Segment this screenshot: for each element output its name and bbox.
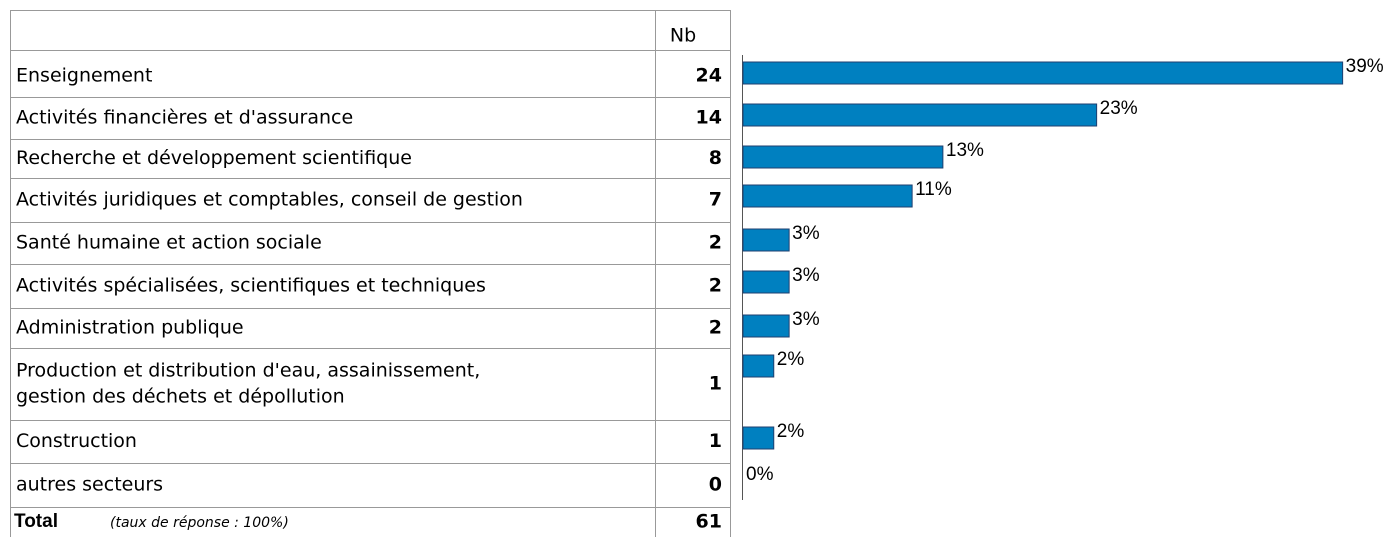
row-label: Recherche et développement scientifique: [16, 147, 412, 169]
bar-label: 2%: [777, 349, 805, 370]
row-count: 24: [696, 65, 722, 87]
row-label: Santé humaine et action sociale: [16, 232, 322, 254]
total-label: Total: [14, 511, 58, 532]
row-count: 14: [696, 107, 722, 129]
row-label: Enseignement: [16, 65, 152, 87]
bar: [742, 61, 1344, 85]
bar: [742, 145, 944, 169]
row-label: Administration publique: [16, 317, 244, 339]
row-count: 1: [709, 373, 722, 395]
row-count: 0: [709, 474, 722, 496]
row-count: 2: [709, 232, 722, 254]
bar-label: 23%: [1100, 98, 1138, 119]
bar: [742, 314, 790, 338]
bar-label: 13%: [946, 140, 984, 161]
bar: [742, 354, 775, 378]
row-count: 8: [709, 147, 722, 169]
bar: [742, 228, 790, 252]
bar-label: 3%: [792, 265, 820, 286]
column-header: Nb: [670, 25, 696, 47]
bar-label: 0%: [746, 464, 774, 485]
bar: [742, 426, 775, 450]
bar-label: 39%: [1346, 56, 1384, 77]
row-label: Production et distribution d'eau, assain…: [16, 360, 480, 382]
bar: [742, 184, 913, 208]
table-frame: [10, 10, 731, 537]
row-label: gestion des déchets et dépollution: [16, 386, 345, 408]
total-note: (taux de réponse : 100%): [110, 515, 289, 531]
row-label: autres secteurs: [16, 474, 163, 496]
bar-label: 3%: [792, 223, 820, 244]
bar: [742, 270, 790, 294]
bar-label: 3%: [792, 309, 820, 330]
total-count: 61: [696, 511, 722, 533]
row-count: 2: [709, 275, 722, 297]
row-label: Activités spécialisées, scientifiques et…: [16, 275, 486, 297]
bar: [742, 103, 1098, 127]
row-count: 7: [709, 189, 722, 211]
row-label: Activités financières et d'assurance: [16, 107, 353, 129]
bar-label: 2%: [777, 421, 805, 442]
row-label: Construction: [16, 430, 137, 452]
row-label: Activités juridiques et comptables, cons…: [16, 189, 523, 211]
bar-label: 11%: [915, 179, 952, 200]
row-count: 1: [709, 430, 722, 452]
row-count: 2: [709, 317, 722, 339]
